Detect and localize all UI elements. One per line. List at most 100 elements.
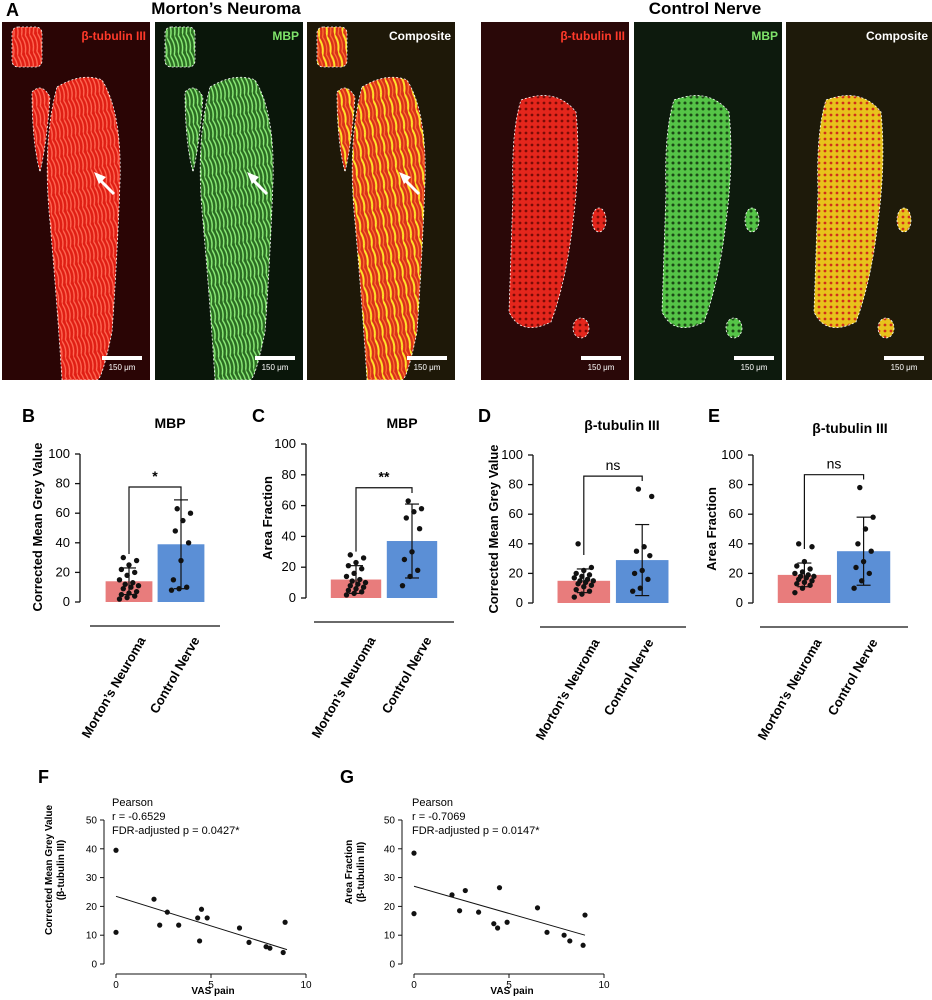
- y-tick-label: 80: [282, 467, 296, 482]
- data-point: [633, 548, 640, 554]
- data-point: [347, 582, 353, 589]
- data-point: [118, 566, 125, 573]
- data-point: [573, 570, 579, 577]
- data-point: [571, 575, 577, 581]
- data-point: [168, 587, 175, 593]
- data-point: [362, 579, 369, 586]
- data-point: [120, 554, 127, 561]
- y-tick-label: 0: [91, 960, 97, 971]
- category-label: Control Nerve: [601, 636, 657, 718]
- scale-label: 150 μm: [414, 363, 441, 372]
- category-label: Morton’s Neuroma: [532, 635, 603, 742]
- data-point: [588, 582, 595, 588]
- data-point: [128, 584, 134, 590]
- data-point: [584, 576, 591, 583]
- data-point: [345, 587, 352, 593]
- data-point: [544, 929, 550, 935]
- annotation-line: Pearson: [412, 797, 453, 809]
- significance-label: ns: [827, 456, 842, 472]
- channel-label: Composite: [389, 29, 451, 43]
- data-point: [359, 566, 365, 572]
- x-axis-label: VAS pain: [490, 986, 533, 997]
- x-tick-label: 0: [411, 980, 417, 991]
- y-tick-label: 20: [56, 564, 70, 579]
- category-label: Control Nerve: [825, 636, 881, 718]
- data-point: [195, 915, 201, 921]
- y-tick-label: 50: [384, 816, 396, 827]
- data-point: [582, 912, 588, 918]
- data-point: [573, 586, 579, 593]
- data-point: [561, 932, 567, 938]
- y-tick-label: 40: [56, 535, 70, 550]
- panel-letter: C: [252, 406, 265, 426]
- data-point: [204, 915, 210, 921]
- scale-label: 150 μm: [109, 363, 136, 372]
- data-point: [866, 570, 872, 577]
- data-point: [360, 584, 367, 590]
- data-point: [504, 919, 510, 925]
- data-point: [462, 887, 468, 894]
- y-tick-label: 30: [86, 873, 98, 884]
- data-point: [174, 506, 180, 512]
- data-point: [113, 929, 119, 935]
- scale-label: 150 μm: [741, 363, 768, 372]
- x-tick-label: 10: [300, 980, 312, 991]
- data-point: [792, 570, 798, 577]
- data-point: [267, 945, 273, 951]
- data-point: [575, 541, 581, 547]
- panel-letter: B: [22, 406, 35, 426]
- data-point: [126, 590, 132, 596]
- data-point: [170, 577, 177, 583]
- data-point: [637, 585, 643, 591]
- data-point: [801, 558, 808, 565]
- data-point: [797, 573, 804, 580]
- data-point: [122, 581, 128, 587]
- y-axis-label: Corrected Mean Grey Value: [486, 444, 501, 613]
- panel-b: B MBP Corrected Mean Grey Value 0 20 40 60 8…: [22, 406, 220, 741]
- data-point: [807, 566, 813, 572]
- data-point: [132, 593, 138, 599]
- y-tick-label: 0: [736, 595, 743, 610]
- y-tick-label: 0: [516, 595, 523, 610]
- data-point: [178, 557, 184, 564]
- control-composite-image: 150 μm Composite: [786, 22, 932, 380]
- data-point: [645, 576, 651, 583]
- y-tick-label: 80: [509, 477, 523, 492]
- data-point: [588, 564, 595, 571]
- data-point: [133, 557, 140, 564]
- data-point: [347, 552, 353, 558]
- y-tick-label: 40: [509, 536, 523, 551]
- category-label: Morton’s Neuroma: [78, 633, 149, 740]
- data-point: [449, 892, 455, 898]
- control-mbp-image: 150 μm MBP: [634, 22, 782, 380]
- chart-title: β-tubulin III: [812, 420, 887, 436]
- data-point: [164, 909, 170, 915]
- regression-line: [115, 895, 288, 951]
- y-tick-label: 60: [56, 505, 70, 520]
- data-point: [198, 906, 205, 912]
- significance-bracket: [803, 474, 865, 550]
- data-point: [416, 526, 423, 532]
- data-point: [809, 544, 815, 550]
- panel-a-title-control: Control Nerve: [649, 0, 761, 18]
- channel-label: MBP: [272, 29, 299, 43]
- y-tick-label: 0: [289, 590, 296, 605]
- data-point: [403, 515, 409, 521]
- y-tick-label: 20: [282, 559, 296, 574]
- data-point: [495, 925, 501, 931]
- y-tick-label: 10: [86, 931, 98, 942]
- y-axis-label: Area Fraction: [260, 476, 275, 560]
- data-point: [133, 588, 140, 595]
- data-point: [359, 589, 365, 595]
- data-point: [581, 567, 587, 574]
- data-point: [351, 570, 357, 577]
- y-tick-label: 100: [274, 436, 296, 451]
- data-point: [631, 570, 638, 577]
- data-point: [799, 585, 806, 591]
- data-point: [794, 563, 800, 569]
- annotation-line: FDR-adjusted p = 0.0427*: [112, 825, 240, 837]
- data-point: [401, 556, 408, 563]
- data-point: [805, 572, 811, 578]
- scale-label: 150 μm: [891, 363, 918, 372]
- panel-d: D β-tubulin III Corrected Mean Grey Valu…: [478, 406, 686, 743]
